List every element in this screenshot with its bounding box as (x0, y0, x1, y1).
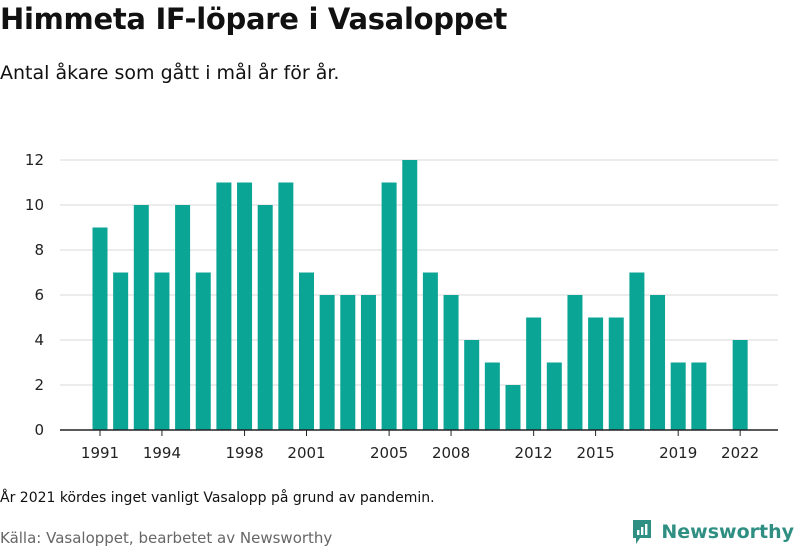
x-tick-label: 2005 (370, 444, 408, 462)
footnote: År 2021 kördes inget vanligt Vasalopp på… (0, 490, 435, 506)
x-tick-label: 2012 (515, 444, 553, 462)
y-tick-label: 12 (25, 151, 44, 169)
bar-1991 (92, 227, 108, 430)
newsworthy-logo-icon (633, 520, 652, 544)
bar-1992 (113, 272, 129, 430)
chart-subtitle: Antal åkare som gått i mål år för år. (0, 62, 340, 84)
bar-2003 (340, 295, 356, 430)
x-tick-label: 2019 (659, 444, 697, 462)
source-credit: Källa: Vasaloppet, bearbetet av Newswort… (0, 529, 333, 547)
bar-1997 (216, 182, 232, 430)
x-tick-label: 2022 (721, 444, 759, 462)
bar-2002 (319, 295, 335, 430)
bar-2015 (588, 317, 604, 430)
y-tick-label: 4 (34, 331, 44, 349)
bars (92, 160, 748, 430)
x-tick-label: 2008 (432, 444, 470, 462)
bar-2019 (670, 362, 686, 430)
bar-1993 (133, 205, 149, 430)
y-tick-label: 8 (34, 241, 44, 259)
bar-2022 (732, 340, 748, 430)
bar-2012 (526, 317, 542, 430)
y-tick-label: 10 (25, 196, 44, 214)
bar-2020 (691, 362, 707, 430)
bar-1994 (154, 272, 170, 430)
chart-title: Himmeta IF-löpare i Vasaloppet (0, 2, 508, 36)
bar-2000 (278, 182, 294, 430)
bar-2013 (546, 362, 562, 430)
bar-2014 (567, 295, 583, 430)
bar-1999 (257, 205, 273, 430)
bar-2001 (299, 272, 314, 430)
bar-2007 (422, 272, 438, 430)
x-tick-label: 1991 (81, 444, 119, 462)
x-tick-label: 2001 (287, 444, 325, 462)
bar-2004 (360, 295, 376, 430)
x-tick-label: 1994 (143, 444, 181, 462)
bar-2008 (443, 295, 459, 430)
bar-2005 (381, 182, 397, 430)
x-tick-label: 1998 (225, 444, 263, 462)
bar-2011 (505, 385, 521, 430)
bar-2017 (629, 272, 645, 430)
y-tick-label: 0 (34, 421, 44, 439)
brand-name: Newsworthy (661, 521, 794, 543)
y-tick-label: 2 (34, 376, 44, 394)
bar-2009 (464, 340, 480, 430)
y-axis-ticks: 0 2 4 6 8 10 12 (25, 151, 44, 439)
bar-chart: 0 2 4 6 8 10 12 1991 1994 1998 2001 2005 2008 2012 20… (25, 151, 778, 462)
x-tick-label: 2015 (577, 444, 615, 462)
brand-logo: Newsworthy (631, 518, 794, 546)
bar-1998 (237, 182, 253, 430)
bar-2010 (484, 362, 500, 430)
y-tick-label: 6 (34, 286, 44, 304)
bar-1995 (175, 205, 191, 430)
bar-1996 (195, 272, 211, 430)
x-axis-ticks: 1991 1994 1998 2001 2005 2008 2012 2015 2019 2022 (81, 430, 759, 462)
bar-2006 (402, 160, 418, 430)
bar-2018 (650, 295, 666, 430)
bar-2016 (608, 317, 624, 430)
